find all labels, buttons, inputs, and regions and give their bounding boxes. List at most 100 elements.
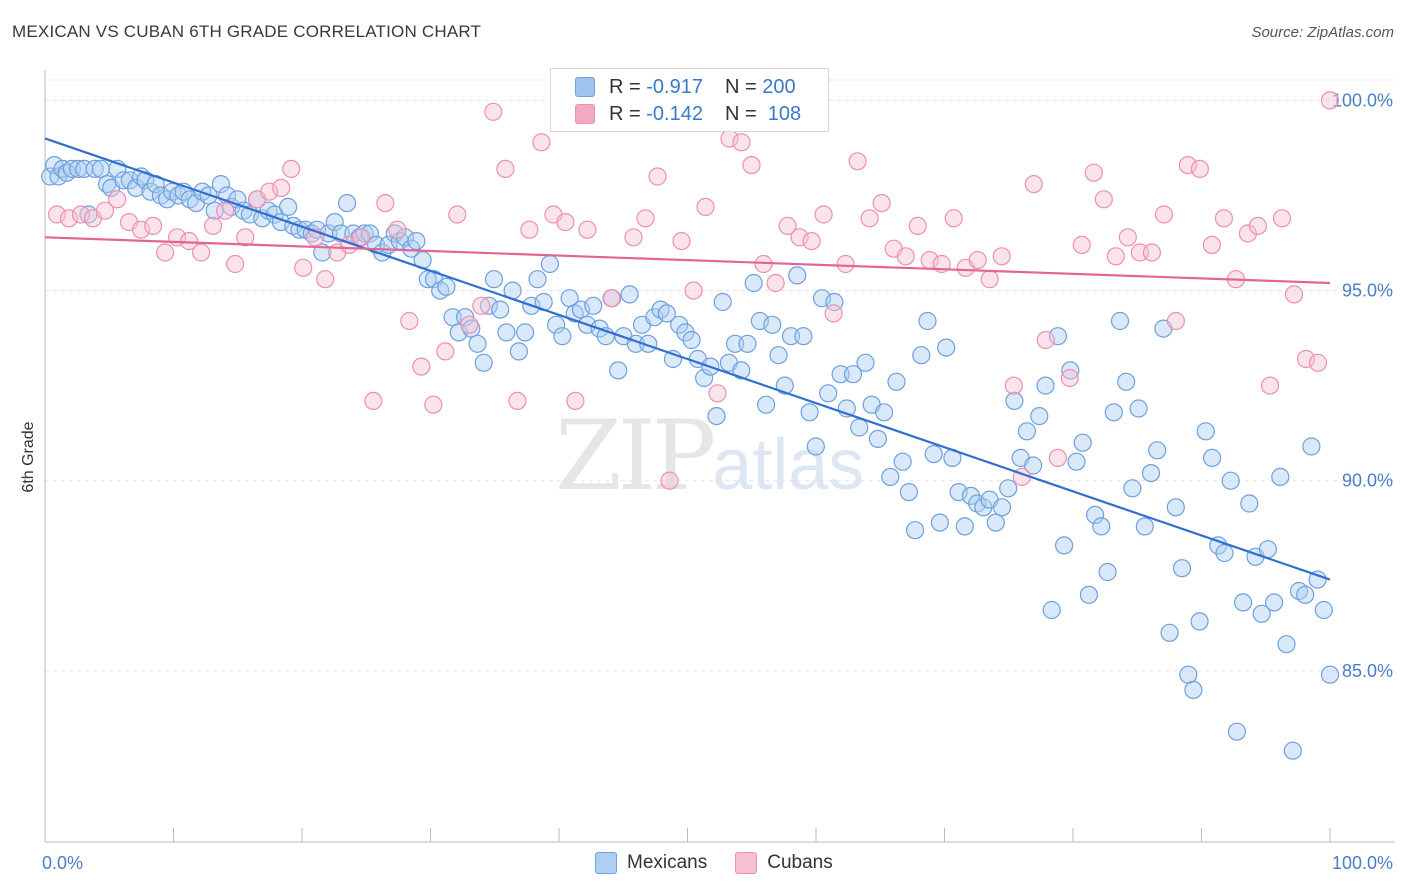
- data-point-cubans: [144, 216, 163, 235]
- data-point-mexicans: [1117, 372, 1136, 391]
- data-point-cubans: [1036, 330, 1055, 350]
- watermark: ZIPatlas: [555, 400, 864, 512]
- data-point-cubans: [1106, 247, 1125, 266]
- data-point-cubans: [766, 273, 785, 293]
- data-point-cubans: [132, 220, 151, 239]
- data-point-cubans: [1024, 175, 1043, 194]
- data-point-cubans: [1154, 205, 1174, 224]
- data-point-mexicans: [1202, 448, 1222, 467]
- data-point-mexicans: [738, 334, 757, 353]
- data-point-cubans: [790, 228, 809, 247]
- data-point-cubans: [742, 156, 761, 175]
- data-point-mexicans: [279, 197, 298, 216]
- data-point-mexicans: [1141, 464, 1161, 483]
- data-point-cubans: [836, 254, 855, 274]
- legend-r-value: -0.917: [646, 75, 703, 98]
- data-point-cubans: [71, 205, 91, 224]
- data-point-cubans: [424, 395, 443, 414]
- data-point-cubans: [848, 152, 867, 171]
- data-point-cubans: [944, 209, 963, 228]
- legend-swatch-cubans: [575, 104, 595, 124]
- data-point-mexicans: [1092, 517, 1111, 536]
- data-point-cubans: [192, 243, 211, 262]
- data-point-mexicans: [1277, 635, 1296, 654]
- data-point-mexicans: [887, 372, 906, 391]
- data-point-cubans: [412, 357, 431, 376]
- data-point-mexicans: [584, 296, 603, 315]
- data-point-cubans: [908, 216, 927, 235]
- data-point-cubans: [236, 228, 255, 247]
- data-point-cubans: [436, 342, 455, 361]
- data-point-mexicans: [509, 342, 529, 361]
- data-point-mexicans: [1042, 600, 1061, 620]
- y-tick-label: 90.0%: [1342, 471, 1393, 491]
- y-axis-label: 6th Grade: [20, 421, 37, 492]
- data-point-mexicans: [126, 178, 146, 197]
- data-point-cubans: [1084, 163, 1103, 182]
- correlation-legend: R = -0.917 N = 200 R = -0.142 N = 108: [550, 68, 829, 132]
- data-point-cubans: [696, 197, 715, 216]
- legend-swatch-cubans: [735, 852, 758, 874]
- legend-item-mexicans: Mexicans: [595, 852, 707, 874]
- data-point-cubans: [578, 220, 597, 239]
- data-point-cubans: [660, 471, 679, 490]
- data-point-mexicans: [657, 304, 676, 323]
- data-point-mexicans: [1271, 467, 1290, 486]
- data-point-mexicans: [781, 327, 801, 346]
- data-point-mexicans: [1179, 665, 1198, 684]
- data-point-cubans: [204, 216, 223, 235]
- data-point-mexicans: [918, 311, 937, 331]
- data-point-mexicans: [1148, 441, 1167, 460]
- data-point-mexicans: [843, 365, 863, 384]
- legend-row-cubans: R = -0.142 N = 108: [575, 101, 801, 127]
- data-point-mexicans: [899, 483, 919, 502]
- data-point-cubans: [156, 243, 175, 262]
- data-point-mexicans: [1320, 665, 1340, 684]
- legend-item-cubans: Cubans: [735, 852, 833, 874]
- data-point-cubans: [260, 182, 279, 201]
- data-point-mexicans: [1123, 479, 1142, 498]
- data-point-cubans: [1238, 224, 1258, 243]
- y-tick-label: 100.0%: [1332, 90, 1393, 110]
- data-point-mexicans: [893, 452, 912, 471]
- data-point-cubans: [1190, 159, 1210, 178]
- legend-n-label: N =: [724, 102, 757, 125]
- data-point-mexicans: [769, 346, 788, 365]
- data-point-cubans: [532, 133, 551, 152]
- data-point-mexicans: [930, 513, 950, 532]
- data-point-mexicans: [62, 159, 82, 178]
- data-point-mexicans: [924, 445, 943, 464]
- data-point-cubans: [1166, 311, 1186, 331]
- x-tick-label: 0.0%: [42, 853, 83, 873]
- data-point-mexicans: [806, 437, 825, 456]
- y-tick-label: 95.0%: [1342, 281, 1393, 301]
- data-point-cubans: [364, 391, 383, 410]
- data-point-mexicans: [794, 327, 813, 346]
- data-point-cubans: [1094, 190, 1113, 209]
- data-point-cubans: [860, 209, 879, 228]
- data-point-mexicans: [85, 159, 104, 178]
- data-point-cubans: [1004, 376, 1023, 395]
- data-point-mexicans: [937, 338, 956, 357]
- data-point-mexicans: [1017, 422, 1037, 441]
- legend-label-mexicans: Mexicans: [627, 852, 708, 873]
- legend-row-mexicans: R = -0.917 N = 200: [575, 74, 796, 100]
- data-point-mexicans: [468, 334, 487, 353]
- series-legend: Mexicans Cubans: [595, 852, 861, 874]
- data-point-cubans: [226, 254, 245, 274]
- data-point-mexicans: [1264, 593, 1284, 612]
- watermark-atlas: atlas: [712, 425, 865, 505]
- data-point-mexicans: [1302, 437, 1321, 456]
- data-point-cubans: [778, 216, 797, 235]
- data-point-mexicans: [91, 159, 111, 178]
- chart-title: MEXICAN VS CUBAN 6TH GRADE CORRELATION C…: [12, 22, 482, 41]
- data-point-mexicans: [992, 498, 1012, 517]
- data-point-mexicans: [905, 521, 925, 540]
- y-tick-label: 85.0%: [1342, 661, 1393, 681]
- data-point-cubans: [648, 167, 667, 186]
- data-point-mexicans: [211, 175, 230, 194]
- legend-r-label: R =: [609, 102, 641, 125]
- data-point-mexicans: [1073, 433, 1092, 452]
- data-point-cubans: [1214, 209, 1234, 228]
